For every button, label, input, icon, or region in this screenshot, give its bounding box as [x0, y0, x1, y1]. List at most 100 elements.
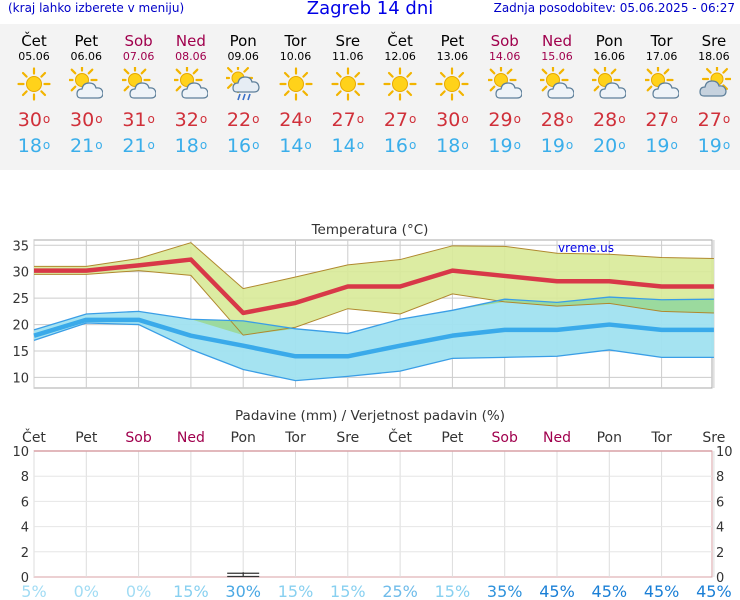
max-temp-line — [34, 257, 714, 316]
precip-y-tick-right: 6 — [716, 495, 724, 510]
precip-y-tick-right: 2 — [716, 546, 724, 561]
precipitation-chart-title: Padavine (mm) / Verjetnost padavin (%) — [235, 408, 505, 424]
day-name: Sob — [124, 32, 153, 50]
precip-day-label: Ned — [543, 430, 571, 446]
temperature-chart: Temperatura (°C) 10 15 20 25 30 35 vreme.us — [12, 222, 715, 389]
day-name: Ned — [542, 32, 572, 50]
sun-cloud-icon — [537, 64, 575, 101]
sun-cloud-icon — [118, 64, 157, 101]
day-column: Sre 18.06 27o 19o — [688, 24, 740, 159]
precip-day-label: Sob — [492, 430, 518, 446]
min-lower-edge — [33, 322, 714, 382]
sun-icon — [435, 67, 469, 101]
sun-icon — [331, 67, 365, 101]
min-temp: 14o — [331, 135, 365, 157]
day-name: Sre — [335, 32, 361, 50]
precip-day-label: Pet — [75, 430, 98, 446]
precip-probability: 45% — [539, 582, 575, 600]
precip-day-label: Ned — [177, 430, 205, 446]
max-temp: 30o — [70, 109, 103, 131]
precip-y-tick-left: 4 — [21, 521, 29, 536]
day-column: Čet 12.06 27o 16o — [374, 24, 426, 159]
min-temp: 19o — [540, 135, 574, 157]
precip-y-tick-left: 2 — [21, 546, 29, 561]
temperature-y-tick: 20 — [12, 319, 29, 334]
max-temp: 31o — [122, 109, 155, 131]
precip-y-tick-right: 0 — [716, 571, 724, 586]
precipitation-chart: Padavine (mm) / Verjetnost padavin (%) Če… — [12, 408, 733, 600]
cloud-sun-icon — [697, 63, 732, 101]
max-temp: 27o — [697, 109, 731, 131]
day-date: 06.06 — [70, 50, 103, 63]
max-temp: 32o — [174, 109, 208, 131]
precip-y-tick-left: 8 — [21, 470, 29, 485]
day-column: Sob 14.06 29o 19o — [479, 24, 531, 159]
temperature-chart-title: Temperatura (°C) — [311, 222, 429, 238]
day-name: Sre — [701, 32, 727, 50]
precip-day-label: Tor — [650, 430, 672, 446]
min-temp: 18o — [17, 135, 51, 157]
day-column: Pon 16.06 28o 20o — [583, 24, 635, 159]
sun-cloud-icon — [485, 64, 523, 101]
sun-cloud-icon — [66, 64, 104, 101]
max-temp: 27o — [383, 109, 417, 131]
day-column: Pet 06.06 30o 21o — [60, 24, 112, 159]
range-overlap-band — [34, 297, 714, 336]
min-temp: 21o — [122, 135, 155, 157]
precip-y-tick-right: 4 — [716, 521, 724, 536]
sun-icon — [278, 67, 313, 101]
min-temp-line — [33, 317, 714, 359]
temperature-y-tick: 10 — [12, 371, 29, 386]
precip-day-label: Sob — [125, 430, 151, 446]
day-column: Sob 07.06 31o 21o — [113, 24, 165, 159]
day-name: Ned — [175, 32, 206, 50]
day-date: 14.06 — [488, 50, 521, 63]
day-column: Čet 05.06 30o 18o — [8, 24, 60, 159]
day-column: Ned 15.06 28o 19o — [531, 24, 583, 159]
min-upper-edge — [33, 296, 714, 335]
precip-probability: 45% — [592, 582, 628, 600]
max-temp: 27o — [331, 109, 365, 131]
precip-y-tick-right: 10 — [716, 445, 733, 460]
page-title: Zagreb 14 dni — [306, 0, 434, 19]
max-temp: 28o — [540, 109, 574, 131]
precip-y-tick-left: 0 — [21, 571, 29, 586]
precip-y-tick-left: 10 — [12, 445, 29, 460]
precip-day-label: Pon — [231, 430, 256, 446]
day-date: 09.06 — [227, 50, 259, 63]
sun-cloud-rain-icon — [223, 62, 260, 101]
precip-day-label: Tor — [284, 430, 306, 446]
sun-cloud-icon — [589, 64, 627, 101]
precip-probability: 30% — [225, 582, 261, 600]
precip-probability: 45% — [644, 582, 680, 600]
max-temp-range-band — [34, 242, 714, 336]
day-name: Sob — [490, 32, 519, 50]
min-temp: 19o — [697, 135, 731, 157]
day-date: 17.06 — [645, 50, 678, 63]
watermark: vreme.us — [558, 241, 614, 255]
day-date: 12.06 — [384, 50, 416, 63]
day-date: 16.06 — [593, 50, 626, 63]
precip-probability: 15% — [435, 582, 471, 600]
day-name: Čet — [387, 32, 413, 50]
precip-day-label: Sre — [336, 430, 359, 446]
precip-probability: 35% — [487, 582, 523, 600]
temperature-y-tick: 15 — [12, 345, 29, 360]
day-column: Tor 17.06 27o 19o — [636, 24, 688, 159]
day-name: Pet — [440, 32, 465, 50]
day-date: 11.06 — [332, 50, 364, 63]
day-date: 15.06 — [541, 50, 573, 63]
precip-day-label: Čet — [388, 428, 412, 446]
min-temp: 21o — [70, 135, 103, 157]
temperature-y-tick: 35 — [12, 239, 29, 254]
precip-day-label: Pon — [597, 430, 622, 446]
min-temp-range-band — [34, 297, 714, 381]
location-menu-hint[interactable]: (kraj lahko izberete v meniju) — [8, 1, 185, 15]
precip-day-label: Čet — [22, 428, 46, 446]
min-temp: 18o — [436, 135, 469, 157]
day-column: Sre 11.06 27o 14o — [322, 24, 374, 159]
temperature-y-tick: 30 — [12, 266, 29, 281]
day-date: 05.06 — [18, 50, 50, 63]
precip-probability: 45% — [696, 582, 732, 600]
precip-probability: 15% — [278, 582, 314, 600]
